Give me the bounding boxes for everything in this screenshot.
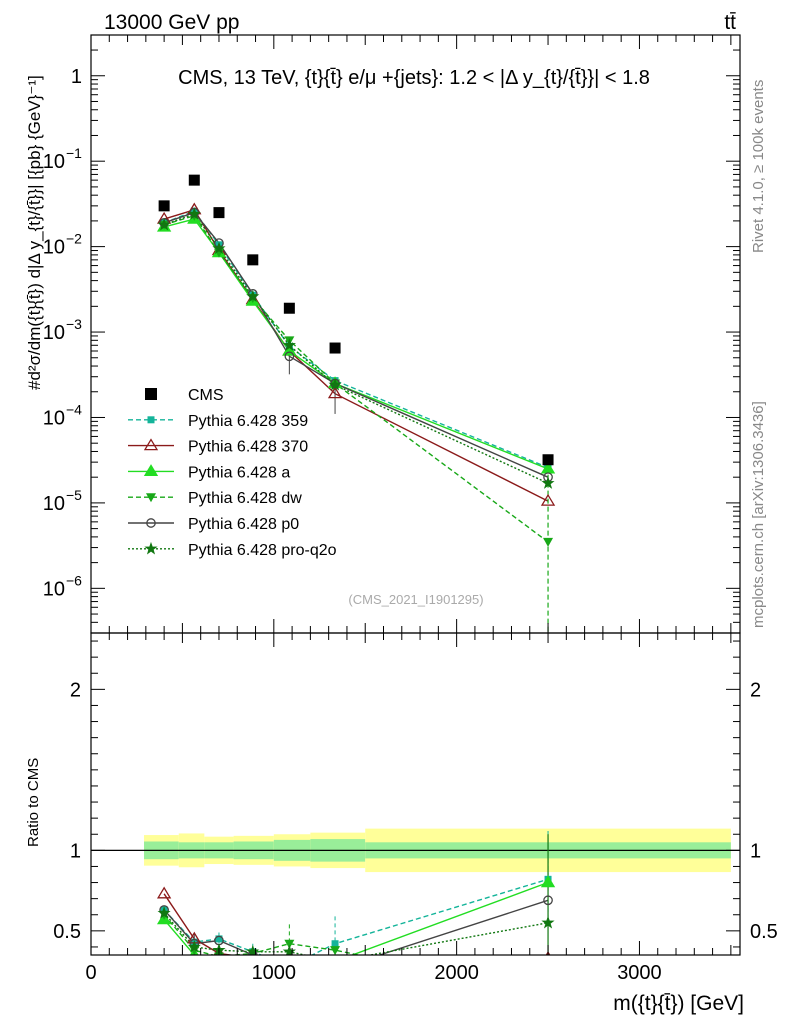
mc-point-5 [541, 476, 555, 489]
mc-point-5 [157, 217, 171, 231]
header-energy-label: 13000 GeV pp [104, 11, 239, 34]
ratio-panel: 0 1000 2000 3000 0.5 0.5 1 1 2 2 Ratio to CMS m({… [25, 632, 778, 1015]
legend-marker-5 [144, 541, 158, 555]
ratio-y-tick-label-right: 2 [750, 679, 761, 701]
y-tick-exponent: −6 [66, 572, 82, 588]
cms-data-point [213, 207, 225, 219]
y-tick-label: 10 [43, 407, 65, 429]
x-tick-label: 3000 [617, 962, 662, 984]
legend: CMS Pythia 6.428 359 Pythia 6.428 370 Pythi… [128, 387, 337, 559]
ratio-point-5 [541, 915, 555, 929]
ratio-point-5 [246, 944, 260, 955]
legend-marker-1 [143, 438, 159, 451]
ratio-frame [90, 632, 741, 956]
y-tick-label: 10 [43, 237, 65, 259]
y-tick-label: 1 [71, 66, 82, 88]
y-tick-exponent: −3 [66, 316, 82, 332]
cms-data-point [329, 342, 341, 354]
legend-label-cms: CMS [188, 387, 224, 404]
ratio-ylabel: Ratio to CMS [25, 758, 42, 847]
legend-marker-cms [145, 388, 157, 400]
mcplots-label: mcplots.cern.ch [arXiv:1306.3436] [750, 401, 767, 628]
y-tick-exponent: −1 [66, 145, 82, 161]
ratio-line-4 [163, 899, 549, 955]
cms-data-point [542, 454, 554, 466]
ratio-y-tick-label: 2 [70, 679, 81, 701]
cms-data-point [158, 200, 170, 212]
mc-point-5 [187, 207, 201, 220]
main-ylabel: #d²σ/dm({t}{t̄}) d|Δ y_{t}/{t̄}}| [{pb} … [25, 75, 44, 390]
y-tick-exponent: −5 [66, 487, 82, 503]
mc-point-5 [246, 289, 260, 303]
y-tick-exponent: −4 [66, 401, 82, 417]
x-tick-label: 2000 [434, 962, 479, 984]
mc-point-5 [282, 338, 296, 351]
legend-label-1: Pythia 6.428 370 [188, 439, 308, 456]
ratio-point-3 [543, 990, 553, 999]
y-tick-label: 10 [43, 493, 65, 515]
y-tick-label: 10 [43, 151, 65, 173]
ratio-point-5 [157, 906, 171, 919]
legend-label-5: Pythia 6.428 pro-q2o [188, 542, 337, 559]
ratio-y-tick-label-right: 1 [750, 840, 761, 862]
mc-point-5 [328, 378, 342, 391]
header-process-label: tt̄ [724, 11, 736, 34]
legend-label-3: Pythia 6.428 dw [188, 490, 302, 507]
x-tick-label: 0 [85, 962, 96, 984]
legend-marker-2 [143, 464, 159, 477]
x-tick-label: 1000 [252, 962, 297, 984]
rivet-version-label: Rivet 4.1.0, ≥ 100k events [750, 80, 767, 253]
ratio-point-3 [284, 939, 295, 949]
y-tick-label: 10 [43, 578, 65, 600]
ratio-y-tick-label: 0.5 [53, 921, 81, 943]
legend-label-4: Pythia 6.428 p0 [188, 516, 299, 533]
watermark: (CMS_2021_I1901295) [348, 592, 483, 607]
legend-label-2: Pythia 6.428 a [188, 464, 290, 481]
ratio-point-4 [543, 895, 553, 906]
ratio-y-tick-label: 1 [70, 840, 81, 862]
ratio-point-5 [334, 954, 336, 955]
legend-label-0: Pythia 6.428 359 [188, 413, 308, 430]
main-title: CMS, 13 TeV, {t}{t̄} e/μ +{jets}: 1.2 < … [178, 67, 650, 89]
legend-marker-0 [147, 416, 155, 424]
cms-data-point [188, 174, 200, 186]
mc-point-1 [540, 493, 556, 506]
ratio-point-1 [156, 886, 172, 899]
x-axis-label: m({t}{t̄}) [GeV] [613, 992, 744, 1015]
ratio-point-0 [215, 935, 223, 943]
ratio-point-5 [187, 940, 201, 953]
legend-marker-4 [146, 518, 156, 528]
cms-data-point [283, 302, 295, 314]
mc-point-1 [327, 386, 343, 399]
mc-point-5 [212, 241, 226, 255]
mc-point-3 [543, 537, 554, 547]
ratio-point-0 [331, 940, 339, 948]
y-tick-exponent: −2 [66, 231, 82, 247]
cms-data-point [247, 254, 259, 266]
y-tick-label: 10 [43, 322, 65, 344]
ratio-point-4 [331, 965, 339, 973]
ratio-point-2 [540, 875, 556, 888]
ratio-y-tick-label-right: 0.5 [750, 921, 778, 943]
ratio-point-3 [330, 946, 341, 955]
legend-marker-3 [146, 493, 156, 503]
mc-point-4 [284, 351, 295, 362]
main-panel: 110−110−210−310−410−510−6 CMS, 13 TeV, {… [25, 34, 741, 634]
ratio-point-2 [334, 954, 336, 955]
ratio-point-5 [282, 944, 296, 955]
ratio-point-1 [329, 960, 341, 970]
